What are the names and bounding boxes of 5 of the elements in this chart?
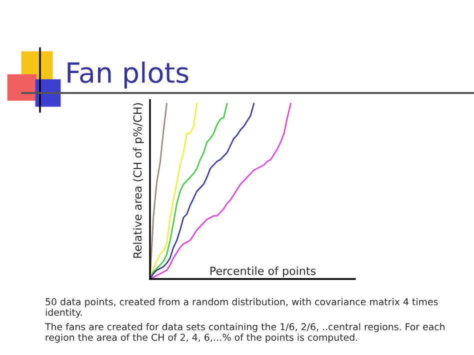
x-axis-title: Percentile of points <box>210 266 316 278</box>
text: 50 data points, created from a random distribution, with covariance matrix 4 times identity. <box>46 298 438 318</box>
y-axis-title: Relative area (CH of p%/CH) <box>133 103 144 258</box>
text: The fans are created for data sets containing the 1/6, 2/6, ..central regions. For each region the area of the CH of 2, 4, 6,…% of the points is computed. <box>44 323 445 343</box>
chart-title: Fan plots <box>68 62 188 88</box>
